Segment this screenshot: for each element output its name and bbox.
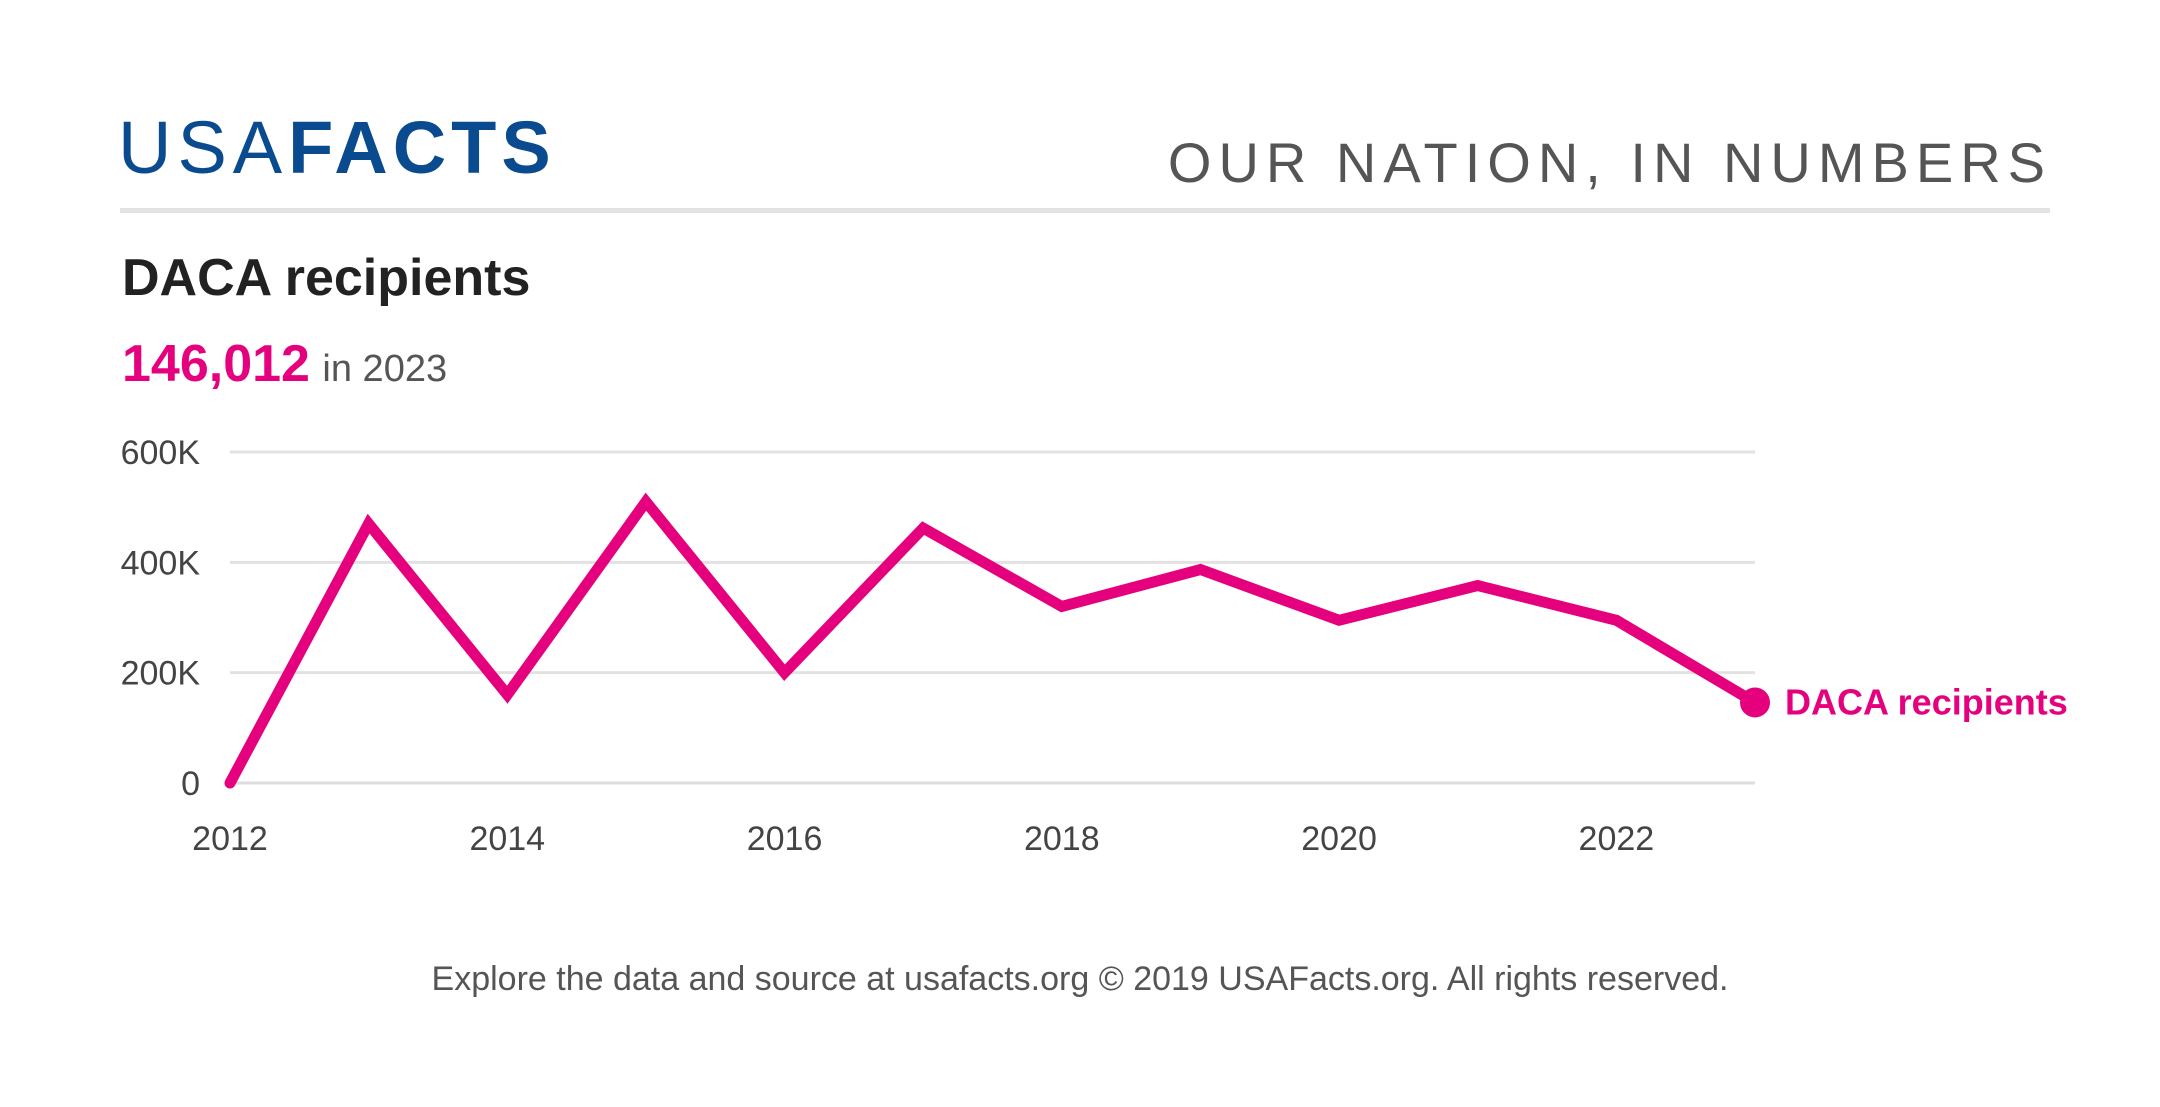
footer-credit: Explore the data and source at usafacts.… [431, 960, 1729, 998]
y-tick-label: 600K [121, 434, 201, 472]
data-point [1199, 569, 1201, 571]
data-point [229, 782, 231, 784]
y-tick-label: 200K [121, 655, 201, 693]
y-axis-labels: 0 200K 400K 600K [121, 434, 201, 803]
series-layer [224, 492, 1770, 789]
y-tick-label: 400K [121, 544, 201, 582]
x-tick-label: 2018 [1024, 820, 1100, 858]
x-tick-label: 2014 [469, 820, 545, 858]
gridlines [230, 450, 1755, 785]
series-end-label: DACA recipients [1785, 681, 2068, 722]
end-label-layer: DACA recipients [1785, 681, 2068, 722]
end-point-marker [1740, 687, 1770, 718]
x-tick-label: 2016 [747, 820, 823, 858]
data-point [1061, 605, 1063, 607]
chart-title: DACA recipients [122, 249, 531, 307]
headline-value: 146,012 [122, 335, 310, 393]
logo-facts-text: FACTS [288, 106, 556, 189]
tagline: OUR NATION, IN NUMBERS [1167, 131, 2052, 194]
headline-stat: 146,012 in 2023 [122, 334, 447, 394]
data-point [1477, 585, 1479, 587]
data-point [1338, 619, 1340, 621]
x-tick-label: 2012 [192, 820, 268, 858]
data-point [368, 523, 370, 525]
logo-usa-text: USA [118, 106, 289, 189]
usafacts-logo: USA FACTS [118, 108, 556, 188]
x-tick-label: 2022 [1579, 820, 1655, 858]
data-point [506, 694, 508, 696]
y-tick-label: 0 [181, 765, 200, 803]
data-point [645, 501, 647, 503]
data-point [784, 672, 786, 674]
series-line [224, 492, 1761, 789]
x-tick-label: 2020 [1301, 820, 1377, 858]
header-divider [120, 208, 2050, 213]
x-axis-labels: 2012 2014 2016 2018 2020 2022 [192, 820, 1654, 858]
data-point [1615, 619, 1617, 621]
data-point [922, 527, 924, 529]
headline-suffix: in 2023 [322, 348, 448, 390]
